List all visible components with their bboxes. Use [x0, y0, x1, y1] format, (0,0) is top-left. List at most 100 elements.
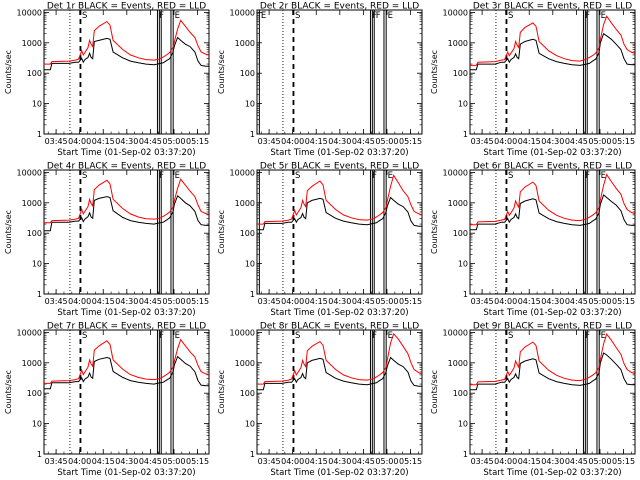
chart-panel: Det 4r BLACK = Events, RED = LLD 1 10 100 10… — [4, 162, 210, 318]
plot-area — [257, 330, 422, 454]
x-tick-label: 03:45 — [258, 457, 281, 466]
x-axis-label: Start Time (01-Sep-02 03:37:20) — [57, 468, 195, 478]
y-tick-label: 10000 — [17, 8, 42, 17]
y-tick-label: 1 — [463, 290, 468, 299]
y-tick-label: 1000 — [448, 359, 468, 368]
x-tick-label: 05:00 — [162, 457, 185, 466]
series-line-lld — [470, 15, 635, 66]
y-tick-label: 1 — [37, 450, 42, 459]
y-tick-label: 1 — [250, 130, 255, 139]
vline-label: F — [585, 331, 590, 341]
y-tick-label: 100 — [453, 229, 468, 238]
series-line-events — [257, 356, 422, 391]
x-tick-label: 04:45 — [352, 137, 375, 146]
y-tick-label: 10000 — [443, 8, 468, 17]
series-line-lld — [44, 338, 209, 384]
x-tick-label: 04:45 — [352, 457, 375, 466]
y-tick-label: 1 — [463, 130, 468, 139]
series-line-lld — [257, 332, 422, 385]
vline-label: E — [601, 331, 606, 341]
x-tick-label: 05:15 — [612, 137, 635, 146]
vline-label: E — [388, 11, 393, 21]
y-tick-label: 1000 — [22, 359, 42, 368]
vline-label: S — [82, 331, 87, 341]
y-tick-label: 1000 — [22, 39, 42, 48]
y-tick-label: 10 — [458, 100, 468, 109]
x-tick-label: 03:45 — [471, 137, 494, 146]
vline-label: F — [159, 11, 164, 21]
x-tick-label: 04:45 — [139, 137, 162, 146]
vline-label: F — [376, 11, 381, 21]
x-tick-label: 05:00 — [162, 137, 185, 146]
vline-label: E — [175, 331, 180, 341]
x-tick-label: 04:30 — [541, 457, 564, 466]
y-axis-label: Counts/sec — [4, 370, 13, 414]
x-tick-label: 04:15 — [518, 457, 541, 466]
chart-panel: Det 5r BLACK = Events, RED = LLD 1 10 100 10… — [217, 162, 423, 318]
y-axis-label: Counts/sec — [430, 370, 439, 414]
vline-label: S — [295, 331, 300, 341]
x-axis-label: Start Time (01-Sep-02 03:37:20) — [270, 468, 408, 478]
chart-title: Det 2r BLACK = Events, RED = LLD — [260, 2, 419, 12]
plot-frame — [469, 9, 636, 135]
vline-label: S — [508, 331, 513, 341]
x-tick-label: 04:00 — [68, 137, 91, 146]
chart-panel: Det 2r BLACK = Events, RED = LLD 1 10 100 10… — [217, 2, 423, 158]
x-tick-label: 05:00 — [375, 457, 398, 466]
x-tick-label: 05:00 — [375, 137, 398, 146]
x-axis-label: Start Time (01-Sep-02 03:37:20) — [270, 308, 408, 318]
y-tick-label: 100 — [240, 69, 255, 78]
x-tick-label: 04:15 — [305, 137, 328, 146]
plot-area — [470, 330, 635, 454]
x-tick-label: 05:00 — [162, 297, 185, 306]
x-tick-label: 05:00 — [588, 297, 611, 306]
vline-label: E — [388, 171, 393, 181]
y-tick-label: 1000 — [448, 39, 468, 48]
x-tick-label: 04:00 — [281, 137, 304, 146]
x-tick-label: 03:45 — [471, 297, 494, 306]
vline-label: S — [508, 11, 513, 21]
chart-panel: Det 1r BLACK = Events, RED = LLD 1 10 100 10… — [4, 2, 210, 158]
x-axis-label: Start Time (01-Sep-02 03:37:20) — [57, 148, 195, 158]
plot-area — [44, 170, 209, 294]
x-axis-label: Start Time (01-Sep-02 03:37:20) — [483, 308, 621, 318]
x-tick-label: 04:30 — [328, 297, 351, 306]
chart-title: Det 4r BLACK = Events, RED = LLD — [47, 162, 206, 172]
y-tick-label: 100 — [27, 389, 42, 398]
series-line-events — [470, 194, 635, 231]
x-tick-label: 04:15 — [305, 297, 328, 306]
y-tick-label: 10 — [458, 420, 468, 429]
y-tick-label: 1000 — [235, 359, 255, 368]
y-tick-label: 10 — [245, 260, 255, 269]
x-tick-label: 03:45 — [258, 297, 281, 306]
y-axis-label: Counts/sec — [4, 210, 13, 254]
chart-title: Det 6r BLACK = Events, RED = LLD — [473, 162, 632, 172]
series-line-events — [44, 36, 209, 71]
x-tick-label: 05:15 — [612, 297, 635, 306]
y-tick-label: 1000 — [235, 199, 255, 208]
plot-frame — [256, 9, 423, 135]
plot-frame — [43, 9, 210, 135]
plot-area — [470, 170, 635, 294]
vline-label: S — [82, 171, 87, 181]
y-tick-label: 10 — [245, 100, 255, 109]
y-tick-label: 100 — [453, 69, 468, 78]
y-tick-label: 1 — [463, 450, 468, 459]
y-tick-label: 1000 — [235, 39, 255, 48]
y-axis-label: Counts/sec — [217, 210, 226, 254]
x-tick-label: 04:15 — [518, 137, 541, 146]
x-tick-label: 04:30 — [115, 137, 138, 146]
x-tick-label: 05:00 — [588, 457, 611, 466]
vline-label: E — [601, 171, 606, 181]
series-line-events — [44, 355, 209, 390]
vline-label: F — [585, 171, 590, 181]
chart-title: Det 5r BLACK = Events, RED = LLD — [260, 162, 419, 172]
x-tick-label: 04:45 — [139, 297, 162, 306]
x-tick-label: 03:45 — [45, 457, 68, 466]
x-tick-label: 04:30 — [328, 137, 351, 146]
y-tick-label: 1000 — [22, 199, 42, 208]
chart-panel: Det 8r BLACK = Events, RED = LLD 1 10 100 10… — [217, 322, 423, 478]
series-line-lld — [257, 174, 422, 225]
series-line-lld — [44, 19, 209, 65]
